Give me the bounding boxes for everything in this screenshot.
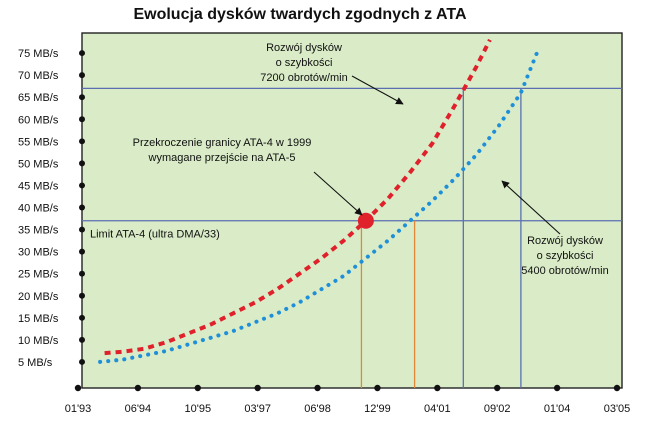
- y-tick-dot: [79, 270, 85, 277]
- x-tick-label: 06'98: [304, 403, 331, 415]
- y-tick-label: 30 MB/s: [18, 247, 59, 259]
- y-tick-label: 50 MB/s: [18, 158, 59, 170]
- arrow-limit: [313, 171, 363, 216]
- annotation-ann7200-line: o szybkości: [276, 57, 333, 69]
- y-tick-label: 25 MB/s: [18, 269, 59, 281]
- x-tick-dot: [254, 384, 261, 392]
- x-tick-dot: [494, 384, 501, 392]
- y-tick-label: 40 MB/s: [18, 203, 59, 215]
- annotation-annLimit-line: wymagane przejście na ATA-5: [148, 152, 296, 164]
- y-tick-dot: [79, 358, 85, 365]
- chart-title: Ewolucja dysków twardych zgodnych z ATA: [133, 6, 467, 23]
- arrow-7200: [351, 75, 404, 105]
- y-tick-dot: [79, 160, 85, 167]
- limit-label: Limit ATA-4 (ultra DMA/33): [90, 229, 220, 241]
- annotation-ann5400-line: o szybkości: [537, 250, 594, 262]
- y-tick-label: 65 MB/s: [18, 92, 59, 104]
- y-tick-label: 20 MB/s: [18, 291, 59, 303]
- highlight-point: [357, 212, 374, 229]
- x-tick-label: 03'05: [604, 403, 631, 415]
- series-7200-line: [104, 38, 492, 356]
- x-tick-dot: [134, 384, 142, 392]
- y-tick-dot: [79, 226, 85, 233]
- y-tick-dot: [79, 204, 85, 211]
- x-tick-label: 10'95: [184, 403, 211, 415]
- y-tick-label: 35 MB/s: [18, 225, 59, 237]
- x-tick-dot: [613, 384, 621, 392]
- x-tick-label: 04'01: [424, 403, 451, 415]
- y-tick-label: 15 MB/s: [18, 313, 59, 325]
- annotation-annLimit-line: Przekroczenie granicy ATA-4 w 1999: [133, 137, 312, 149]
- x-tick-label: 03'97: [244, 403, 271, 415]
- y-tick-label: 70 MB/s: [18, 70, 59, 82]
- y-tick-dot: [79, 138, 85, 145]
- series-5400-line: [98, 46, 541, 364]
- plot-area: [81, 32, 623, 389]
- y-tick-dot: [79, 292, 85, 299]
- x-tick-label: 06'94: [125, 403, 152, 415]
- annotation-ann5400-line: 5400 obrotów/min: [521, 265, 608, 277]
- x-tick-dot: [434, 384, 441, 392]
- y-tick-label: 45 MB/s: [18, 180, 59, 192]
- arrow-5400: [501, 180, 561, 235]
- annotation-ann5400-line: Rozwój dysków: [527, 235, 603, 247]
- x-tick-dot: [374, 384, 381, 392]
- y-tick-dot: [79, 72, 85, 79]
- y-tick-dot: [79, 116, 85, 123]
- y-tick-label: 5 MB/s: [18, 357, 53, 369]
- x-tick-label: 01'93: [65, 403, 92, 415]
- x-tick-label: 01'04: [544, 403, 571, 415]
- y-tick-dot: [79, 94, 85, 101]
- x-tick-dot: [74, 384, 82, 392]
- y-tick-label: 60 MB/s: [18, 114, 59, 126]
- x-tick-dot: [314, 384, 321, 392]
- annotation-ann7200-line: 7200 obrotów/min: [260, 72, 347, 84]
- y-tick-dot: [79, 182, 85, 189]
- y-tick-dot: [79, 314, 85, 321]
- y-tick-label: 55 MB/s: [18, 136, 59, 148]
- y-tick-dot: [79, 336, 85, 343]
- annotation-ann7200-line: Rozwój dysków: [266, 42, 342, 54]
- y-tick-dot: [79, 50, 85, 57]
- x-tick-dot: [194, 384, 201, 392]
- y-tick-label: 10 MB/s: [18, 335, 59, 347]
- x-tick-label: 09'02: [484, 403, 511, 415]
- x-tick-dot: [553, 384, 561, 392]
- x-tick-label: 12'99: [364, 403, 391, 415]
- y-tick-label: 75 MB/s: [18, 48, 59, 60]
- y-tick-dot: [79, 248, 85, 255]
